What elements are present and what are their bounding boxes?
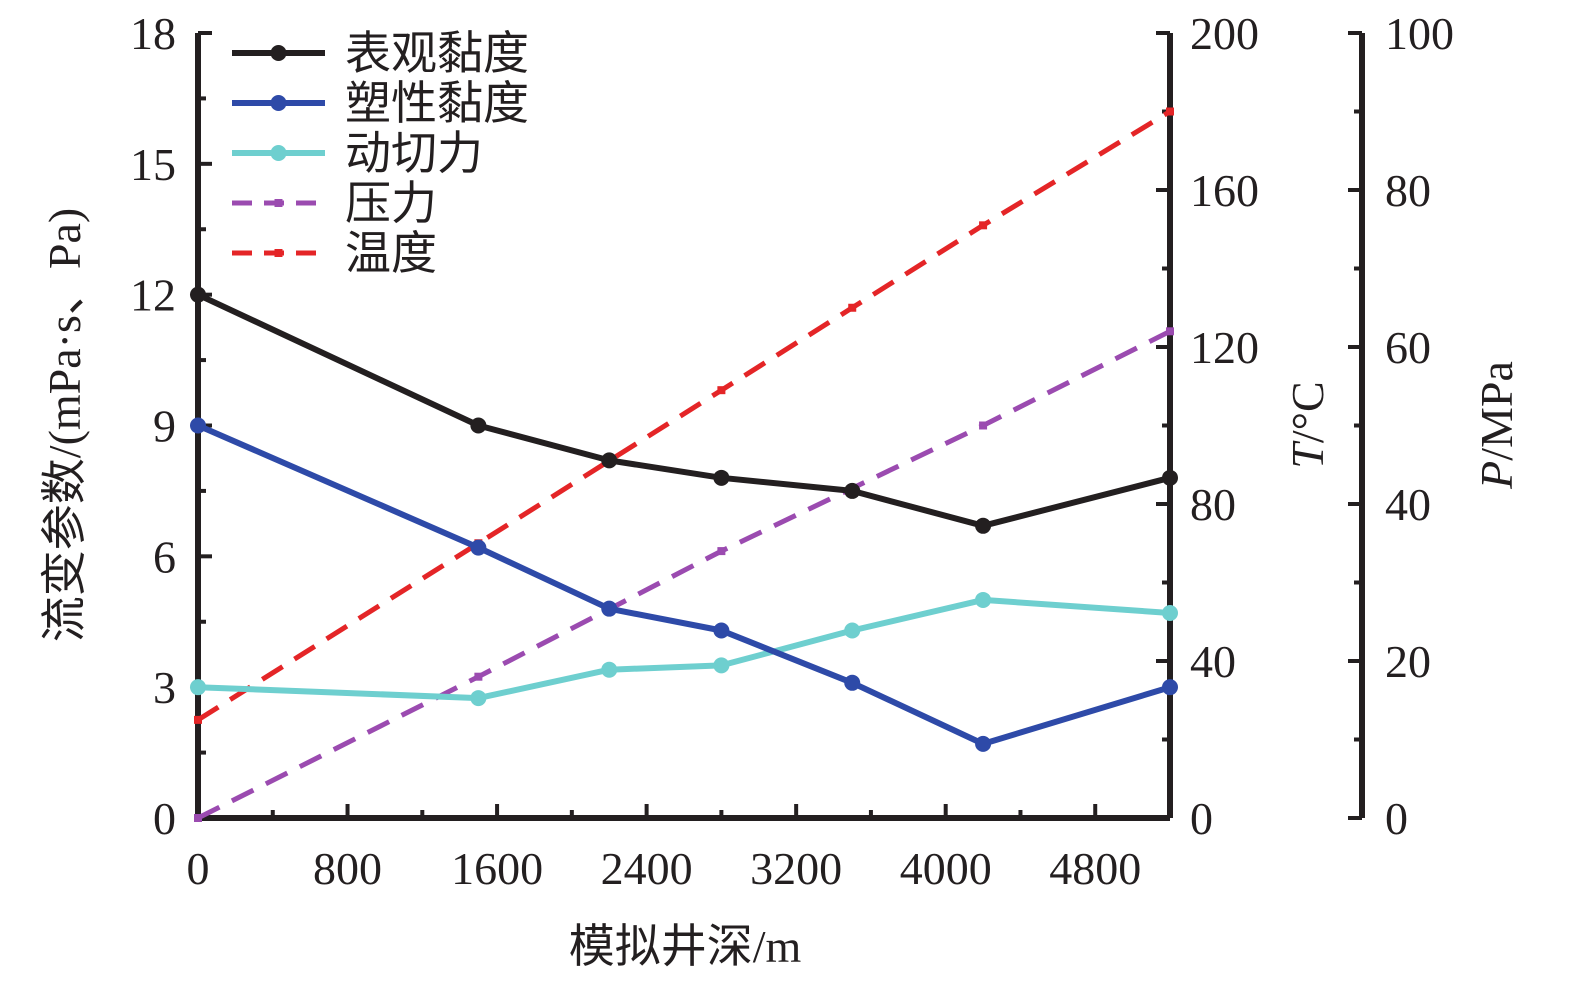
data-point [1162,679,1178,696]
data-point [975,517,992,534]
pressure-tick-label: 100 [1385,8,1454,59]
legend-label: 压力 [345,178,437,229]
legend-entry: 动切力 [232,128,483,179]
axes: 0 800 1600 2400 3200 4000 48000369121518040801… [130,8,1454,894]
data-point [190,679,206,696]
left-axis-title: 流变参数/(mPa·s、Pa) [39,208,90,642]
legend-marker [274,249,283,257]
series-layer [190,107,1178,822]
legend-entry: 压力 [232,178,437,229]
legend-entry: 温度 [232,228,437,279]
data-point [713,469,730,486]
pressure-tick-label: 20 [1385,636,1431,687]
data-point [848,303,857,312]
legend-entry: 表观黏度 [232,28,529,79]
legend-label: 温度 [345,228,437,279]
temperature-tick-label: 80 [1190,479,1236,530]
data-point [713,622,730,639]
legend-marker [270,145,287,161]
data-point [979,421,988,430]
data-point [975,735,992,752]
data-point [979,221,988,230]
data-point [601,600,618,617]
legend-marker [270,45,287,61]
data-point [1162,605,1178,622]
temperature-axis-title: T/°C [1282,381,1333,468]
data-point [1162,469,1178,486]
legend-entry: 塑性黏度 [232,78,529,129]
x-tick-label: 2400 [601,843,693,894]
x-axis-title: 模拟井深/m [569,921,802,972]
series-2 [190,417,1178,752]
left-tick-label: 15 [130,139,176,190]
left-tick-label: 9 [153,401,176,452]
data-point [194,715,202,724]
legend-label: 塑性黏度 [345,78,529,129]
legend-label: 动切力 [345,128,483,179]
x-tick-label: 0 [187,843,210,894]
legend-marker [274,199,283,207]
pressure-axis-title: P/MPa [1471,361,1522,490]
series-line [197,596,1171,702]
data-point [713,657,730,674]
left-tick-label: 3 [153,662,176,713]
data-point [601,452,618,469]
left-tick-label: 12 [130,270,176,321]
x-tick-label: 4000 [900,843,992,894]
pressure-tick-label: 0 [1385,793,1408,844]
data-point [717,386,726,395]
data-point [717,547,726,556]
legend-label: 表观黏度 [345,28,529,79]
data-point [470,539,487,556]
left-tick-label: 18 [130,8,176,59]
pressure-tick-label: 60 [1385,322,1431,373]
pressure-tick-label: 80 [1385,165,1431,216]
data-point [470,690,487,707]
series-5 [194,107,1174,724]
x-tick-label: 800 [313,843,382,894]
series-1 [190,286,1178,534]
x-tick-label: 3200 [750,843,842,894]
data-point [844,674,861,691]
series-line [196,329,1172,821]
data-point [1166,327,1174,336]
series-3 [190,591,1178,707]
data-point [194,814,202,822]
series-4 [194,327,1174,822]
legend-marker [270,95,287,111]
data-point [975,591,992,608]
temperature-tick-label: 40 [1190,636,1236,687]
x-tick-label: 1600 [451,843,543,894]
series-line [196,109,1172,723]
temperature-tick-label: 0 [1190,793,1213,844]
data-point [470,417,487,434]
pressure-tick-label: 40 [1385,479,1431,530]
left-tick-label: 6 [153,531,176,582]
x-tick-label: 4800 [1049,843,1141,894]
data-point [190,417,206,434]
data-point [1166,107,1174,116]
left-tick-label: 0 [153,793,176,844]
data-point [601,661,618,678]
temperature-tick-label: 120 [1190,322,1259,373]
data-point [844,482,861,499]
data-point [844,622,861,639]
temperature-tick-label: 160 [1190,165,1259,216]
temperature-tick-label: 200 [1190,8,1259,59]
data-point [474,672,483,681]
data-point [190,286,206,303]
